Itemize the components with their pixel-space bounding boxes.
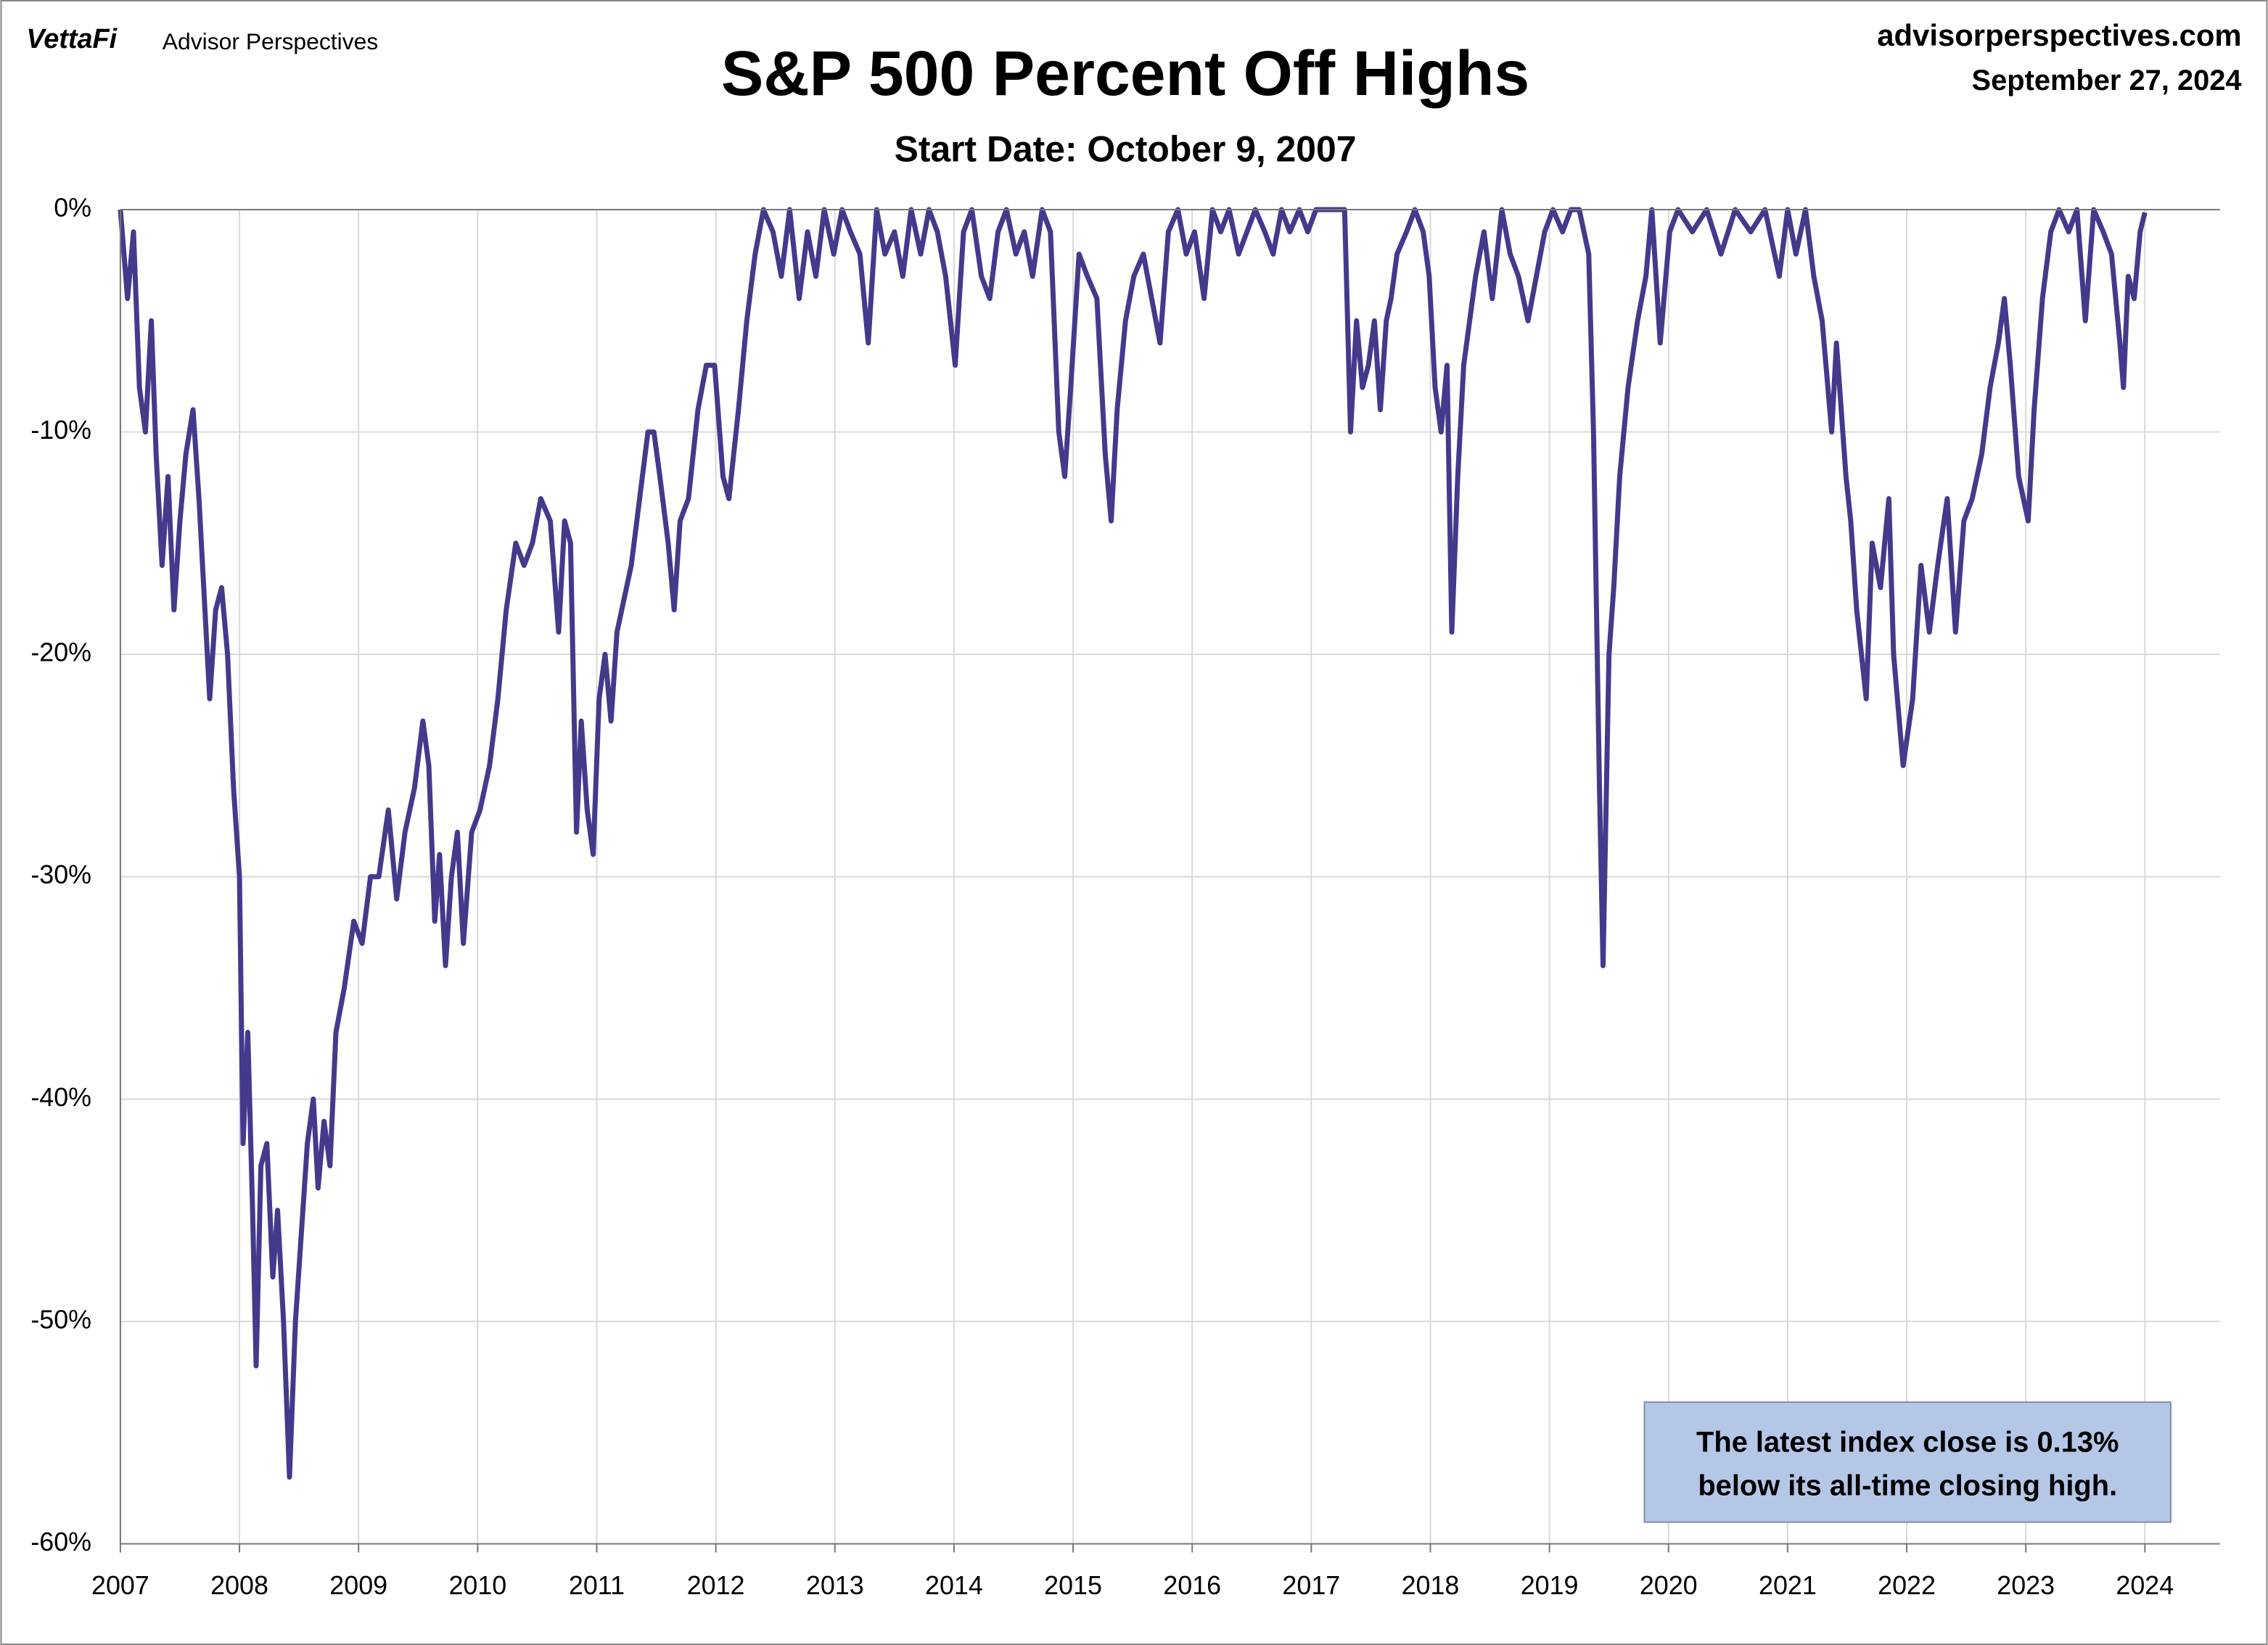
x-tick-label: 2019 — [1521, 1571, 1579, 1600]
y-tick-label: -60% — [30, 1528, 91, 1557]
date: September 27, 2024 — [1972, 65, 2242, 96]
annotation-box — [1643, 1401, 2172, 1523]
site: advisorperspectives.com — [1877, 18, 2241, 52]
series — [118, 207, 2148, 1480]
y-tick-label: -50% — [30, 1305, 91, 1334]
x-tick-label: 2017 — [1282, 1571, 1340, 1600]
x-tick-label: 2008 — [210, 1571, 268, 1600]
annotation: below its all-time closing high. — [1698, 1469, 2117, 1501]
x-tick-label: 2011 — [569, 1571, 625, 1600]
y-tick-label: -30% — [30, 860, 91, 889]
line — [118, 207, 2148, 1480]
x-tick-label: 2023 — [1997, 1571, 2055, 1600]
y-tick-label: -40% — [30, 1083, 91, 1112]
x-tick-label: 2016 — [1163, 1571, 1221, 1600]
x-tick-label: 2012 — [687, 1571, 745, 1600]
y-tick-label: 0% — [54, 193, 91, 222]
publisher: Advisor Perspectives — [163, 28, 379, 54]
chart-title: S&P 500 Percent Off Highs — [721, 38, 1529, 109]
axes: 0% -10% -20% -30% -40% -50% -60%2007 2008 2009 20… — [30, 193, 2220, 1600]
x-tick-label: 2009 — [329, 1571, 387, 1600]
x-tick-label: 2010 — [448, 1571, 506, 1600]
x-tick-label: 2020 — [1640, 1571, 1698, 1600]
x-tick-label: 2024 — [2116, 1571, 2174, 1600]
chart-subtitle: Start Date: October 9, 2007 — [895, 128, 1357, 169]
x-tick-label: 2015 — [1044, 1571, 1102, 1600]
x-tick-label: 2021 — [1759, 1571, 1817, 1600]
brand: VettaFi — [26, 24, 118, 54]
x-tick-label: 2007 — [91, 1571, 149, 1600]
x-tick-label: 2022 — [1878, 1571, 1936, 1600]
y-tick-label: -20% — [30, 638, 91, 667]
annotation: The latest index close is 0.13% — [1696, 1427, 2119, 1459]
x-tick-label: 2014 — [925, 1571, 983, 1600]
grid — [119, 208, 2220, 1545]
x-tick-label: 2013 — [806, 1571, 864, 1600]
x-tick-label: 2018 — [1402, 1571, 1460, 1600]
y-tick-label: -10% — [30, 416, 91, 445]
